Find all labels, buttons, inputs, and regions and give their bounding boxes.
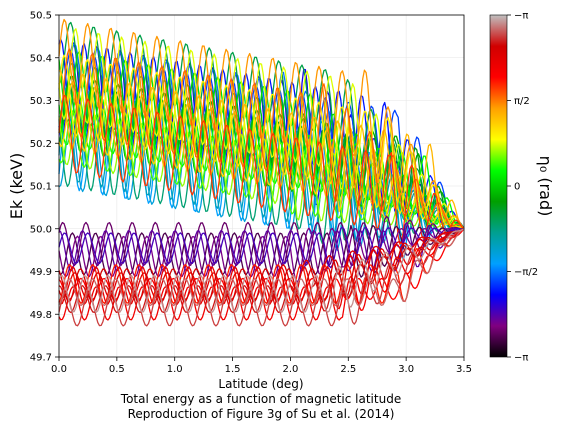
x-tick-label-2: 1.0: [167, 364, 183, 375]
y-tick-label-6: 50.3: [30, 96, 52, 107]
x-tick-label-7: 3.5: [456, 364, 472, 375]
x-axis-ticks: 0.0 0.5 1.0 1.5 2.0 2.5 3.0 3.5: [51, 357, 472, 375]
colorbar-tick-label-2: 0: [514, 182, 520, 193]
y-tick-label-0: 49.7: [30, 353, 52, 364]
y-tick-label-2: 49.9: [30, 267, 52, 278]
y-axis-label: Ek (keV): [7, 153, 26, 219]
energy-curves: [58, 18, 465, 327]
y-tick-label-4: 50.1: [30, 182, 52, 193]
energy-curve-low-red: [58, 228, 465, 313]
y-axis-ticks: 49.7 49.8 49.9 50.0 50.1 50.2 50.3 50.4 50.5: [30, 11, 59, 364]
x-tick-label-3: 1.5: [225, 364, 241, 375]
energy-curve-low-purple: [58, 227, 465, 283]
energy-curve-low-red: [58, 228, 465, 303]
energy-curve-high-energy: [58, 28, 465, 230]
energy-curve-low-red: [58, 228, 465, 305]
energy-curve-low-red: [58, 228, 465, 307]
energy-curve-low-red: [58, 228, 465, 302]
colorbar-tick-label-0: −π: [514, 353, 528, 364]
colorbar: [489, 14, 508, 358]
caption-line-1: Total energy as a function of magnetic l…: [120, 392, 401, 406]
colorbar-tick-label-1: −π/2: [514, 267, 538, 278]
x-tick-label-1: 0.5: [109, 364, 125, 375]
colorbar-tick-label-4: −π: [514, 11, 528, 22]
energy-curve-low-purple: [58, 224, 465, 278]
colorbar-tick-label-3: π/2: [514, 96, 530, 107]
y-tick-label-3: 50.0: [30, 224, 52, 235]
x-tick-label-0: 0.0: [51, 364, 67, 375]
colorbar-label: η₀ (rad): [536, 156, 555, 217]
x-axis-label: Latitude (deg): [218, 377, 303, 391]
energy-curve-low-red: [58, 228, 465, 301]
energy-curve-high-energy: [58, 94, 465, 245]
y-tick-label-5: 50.2: [30, 139, 52, 150]
y-tick-label-7: 50.4: [30, 53, 52, 64]
energy-curve-low-red: [58, 228, 465, 321]
energy-curve-low-red: [58, 228, 465, 327]
y-tick-label-1: 49.8: [30, 310, 52, 321]
energy-curve-high-energy: [58, 48, 465, 230]
energy-curve-high-energy: [58, 54, 465, 230]
x-tick-label-6: 3.0: [398, 364, 414, 375]
x-tick-label-5: 2.5: [340, 364, 356, 375]
colorbar-ticks: −π −π/2 0 π/2 −π: [507, 11, 538, 364]
y-tick-label-8: 50.5: [30, 11, 52, 22]
x-tick-label-4: 2.0: [282, 364, 298, 375]
caption-line-2: Reproduction of Figure 3g of Su et al. (…: [128, 407, 395, 421]
